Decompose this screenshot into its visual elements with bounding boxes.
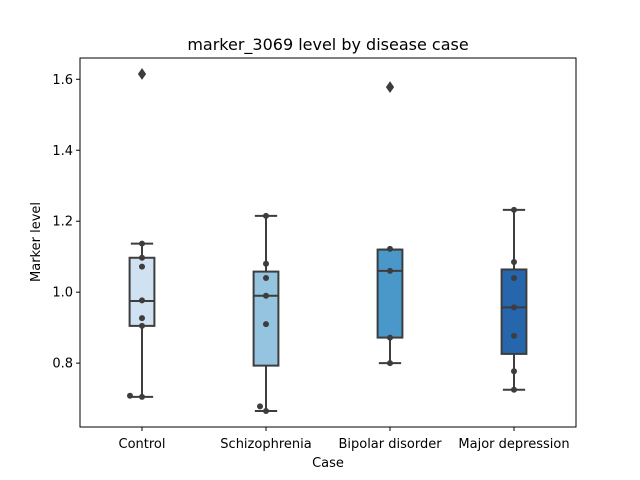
data-point xyxy=(263,274,269,281)
data-point xyxy=(263,292,269,299)
y-tick-label: 1.4 xyxy=(52,144,73,159)
data-point xyxy=(511,368,517,375)
chart-title: marker_3069 level by disease case xyxy=(187,35,468,55)
x-axis-label: Case xyxy=(312,456,344,471)
data-point xyxy=(511,274,517,281)
data-point xyxy=(263,212,269,219)
data-point xyxy=(511,304,517,311)
data-point xyxy=(257,403,263,410)
box-iqr xyxy=(252,270,280,367)
data-point xyxy=(263,321,269,328)
x-tick-label: Bipolar disorder xyxy=(338,437,442,452)
data-point xyxy=(263,408,269,415)
data-point xyxy=(387,267,393,274)
data-point xyxy=(139,322,145,329)
plot-frame xyxy=(79,57,577,428)
y-tick-label: 1.6 xyxy=(52,73,73,88)
data-point xyxy=(127,392,133,399)
data-point xyxy=(263,260,269,267)
data-point xyxy=(511,259,517,266)
data-point xyxy=(387,84,393,91)
x-tick-label: Control xyxy=(119,437,166,452)
x-tick-label: Schizophrenia xyxy=(220,437,311,452)
data-point xyxy=(139,70,145,77)
data-point xyxy=(139,240,145,247)
data-point xyxy=(511,386,517,393)
data-point xyxy=(511,206,517,213)
data-point xyxy=(511,332,517,339)
data-point xyxy=(139,393,145,400)
data-point xyxy=(139,263,145,270)
data-point xyxy=(139,254,145,261)
y-tick-label: 1.2 xyxy=(52,215,73,230)
box-iqr xyxy=(376,248,404,339)
data-point xyxy=(387,360,393,367)
plot-area xyxy=(127,68,528,415)
y-axis-label: Marker level xyxy=(29,202,44,282)
box-iqr xyxy=(500,268,528,355)
data-point xyxy=(387,245,393,252)
data-point xyxy=(139,315,145,322)
data-point xyxy=(139,297,145,304)
y-tick-label: 0.8 xyxy=(52,357,73,372)
y-tick-label: 1.0 xyxy=(52,286,73,301)
data-point xyxy=(387,334,393,341)
x-tick-label: Major depression xyxy=(458,437,569,452)
